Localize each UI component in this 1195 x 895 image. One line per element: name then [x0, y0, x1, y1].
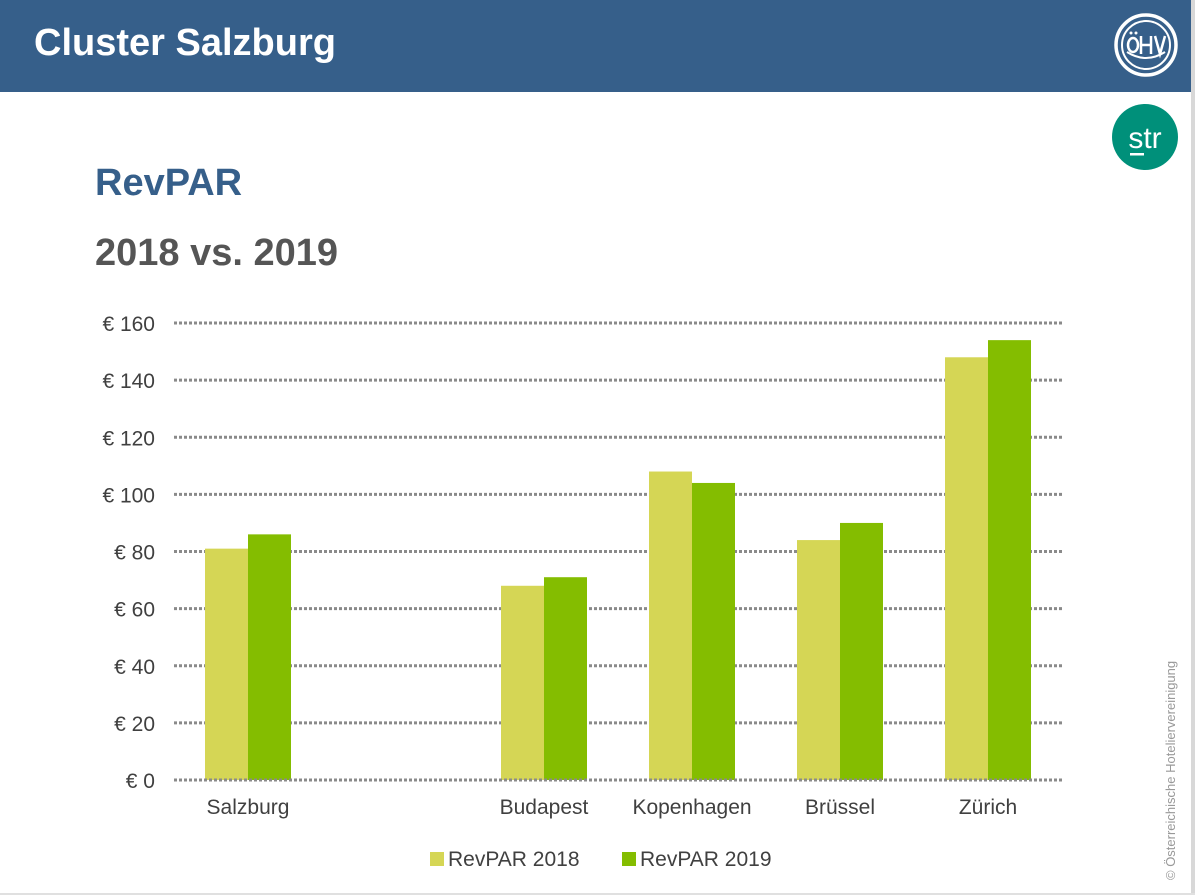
y-tick-label: € 140: [102, 370, 155, 393]
chart-subheading: 2018 vs. 2019: [95, 232, 339, 274]
bar-2018: [945, 357, 988, 780]
x-tick-label: Budapest: [500, 796, 589, 819]
legend-label: RevPAR 2018: [448, 848, 580, 871]
svg-text:str: str: [1128, 122, 1161, 155]
x-tick-label: Brüssel: [805, 796, 875, 819]
y-tick-label: € 60: [114, 599, 155, 622]
right-border: [1191, 0, 1195, 895]
str-logo-icon: str: [1112, 104, 1178, 170]
legend-label: RevPAR 2019: [640, 848, 772, 871]
page-title: Cluster Salzburg: [34, 22, 336, 64]
y-tick-label: € 20: [114, 713, 155, 736]
y-tick-label: € 120: [102, 427, 155, 450]
chart-heading: RevPAR: [95, 162, 243, 204]
header-bar: Cluster Salzburg: [0, 0, 1191, 92]
bar-2018: [649, 471, 692, 780]
bar-2018: [205, 548, 248, 780]
legend-swatch: [622, 852, 636, 866]
oehv-logo-icon: [1114, 13, 1178, 77]
y-tick-label: € 40: [114, 656, 155, 679]
revpar-bar-chart: € 0 € 20 € 40 € 60 € 80 € 100 € 120 € 140 € 160 S…: [102, 313, 1062, 871]
legend-swatch: [430, 852, 444, 866]
bar-2019: [692, 482, 735, 780]
bar-2019: [248, 534, 291, 780]
y-tick-label: € 100: [102, 484, 155, 507]
y-tick-label: € 160: [102, 313, 155, 336]
bar-2019: [840, 522, 883, 780]
copyright-text: © Österreichische Hoteliervereinigung: [1163, 660, 1178, 880]
y-tick-label: € 80: [114, 542, 155, 565]
bar-2018: [797, 540, 840, 780]
x-tick-label: Zürich: [959, 796, 1017, 819]
bar-2019: [544, 577, 587, 780]
x-tick-label: Salzburg: [207, 796, 290, 819]
y-tick-label: € 0: [126, 770, 155, 793]
bar-2018: [501, 585, 544, 780]
bottom-border: [0, 893, 1195, 895]
bar-2019: [988, 340, 1031, 780]
x-tick-label: Kopenhagen: [632, 796, 751, 819]
